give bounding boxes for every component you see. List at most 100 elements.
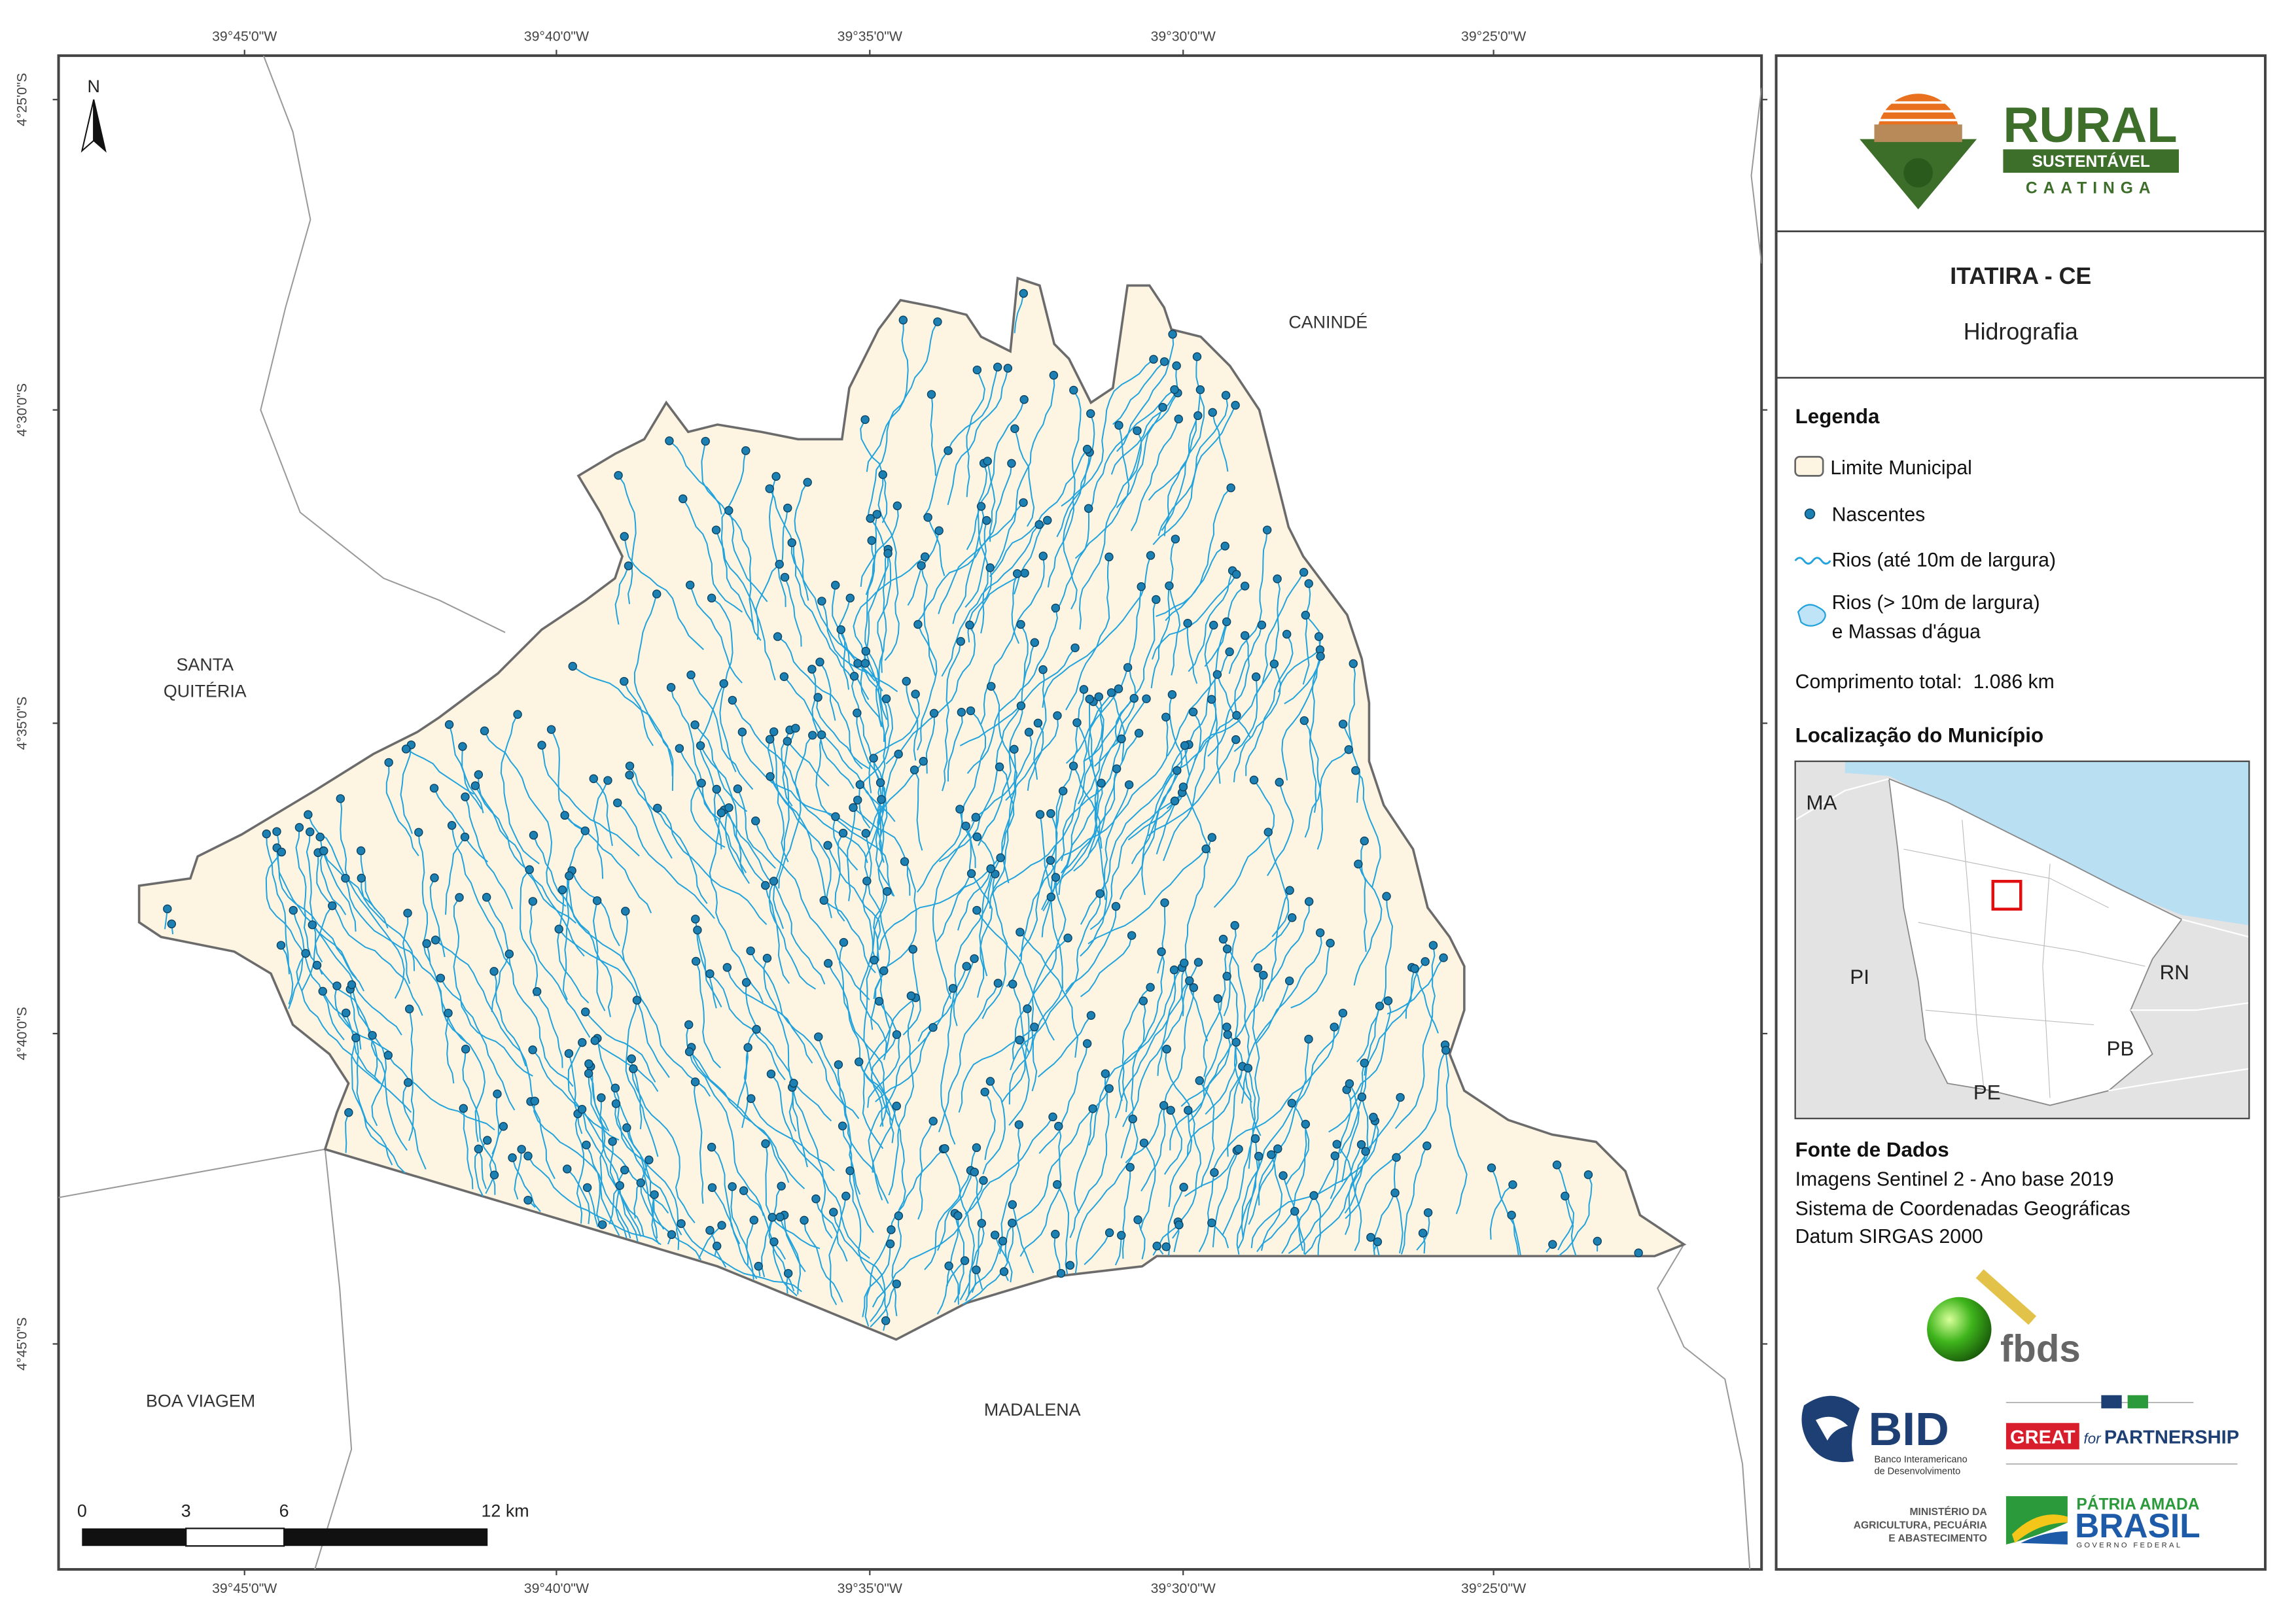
spring — [927, 390, 936, 399]
river — [301, 905, 333, 992]
scale-label: 12 km — [482, 1501, 529, 1520]
spring — [817, 730, 826, 739]
river — [280, 945, 294, 1005]
spring — [1043, 515, 1052, 525]
north-label: N — [88, 77, 100, 96]
bid-logo: BID Banco Interamericano de Desenvolvime… — [1801, 1395, 1968, 1477]
spring — [990, 1230, 1000, 1240]
river — [966, 370, 985, 497]
river — [767, 739, 832, 918]
spring — [667, 1230, 677, 1239]
river — [877, 754, 900, 863]
spring — [1012, 569, 1022, 578]
river — [1004, 1108, 1093, 1262]
spring — [861, 646, 870, 656]
river — [982, 1081, 1006, 1175]
spring — [780, 572, 790, 582]
spring — [875, 778, 885, 788]
river — [1008, 937, 1069, 1105]
logo-text: AGRICULTURA, PECUÁRIA — [1854, 1518, 1987, 1531]
river — [1020, 624, 1029, 684]
spring — [853, 708, 862, 718]
river — [599, 1098, 620, 1236]
river — [858, 698, 893, 829]
spring — [525, 865, 534, 875]
river — [1342, 724, 1361, 803]
river — [864, 540, 885, 730]
river — [1290, 943, 1332, 1009]
spring — [1129, 693, 1139, 703]
map-subtitle: Hidrografia — [1964, 319, 2078, 345]
spring — [972, 905, 981, 915]
spring — [953, 1211, 963, 1221]
spring — [447, 821, 457, 830]
river — [626, 1127, 682, 1236]
river — [964, 520, 987, 608]
spring — [460, 832, 470, 842]
river — [557, 890, 590, 1003]
spring — [1139, 996, 1148, 1005]
spring — [877, 795, 886, 804]
spring — [1354, 860, 1363, 869]
spring — [1104, 1228, 1114, 1238]
spring — [752, 1024, 761, 1034]
spring — [998, 1236, 1008, 1246]
river — [1131, 694, 1183, 865]
river — [1008, 1039, 1030, 1126]
logo-text: PARTNERSHIP — [2104, 1427, 2239, 1448]
river — [1489, 1184, 1513, 1240]
spring — [383, 1051, 393, 1060]
river — [1038, 1043, 1088, 1154]
spring — [1285, 886, 1294, 895]
spring — [765, 735, 775, 744]
river — [1012, 860, 1067, 1060]
spring — [344, 1108, 353, 1117]
spring — [1338, 1008, 1348, 1018]
legend-swatch — [1794, 455, 1824, 477]
river — [351, 1038, 406, 1174]
river — [980, 555, 1045, 725]
spring — [823, 841, 832, 850]
river — [1416, 1212, 1430, 1251]
spring — [1548, 1240, 1557, 1249]
river — [1080, 935, 1133, 998]
spring — [632, 996, 642, 1005]
spring — [455, 893, 464, 902]
river — [615, 1170, 627, 1238]
river — [947, 368, 1009, 506]
river — [1559, 1174, 1593, 1257]
spring — [996, 853, 1005, 862]
river — [750, 1098, 835, 1172]
river — [981, 873, 1008, 1019]
spring — [1361, 1147, 1370, 1156]
spring — [430, 873, 439, 882]
spring — [1003, 364, 1013, 373]
spring — [1254, 1151, 1263, 1161]
river — [745, 982, 797, 1132]
spring — [1183, 618, 1192, 628]
spring — [1207, 833, 1217, 842]
spring — [881, 694, 891, 703]
spring — [933, 317, 942, 326]
river — [784, 577, 802, 647]
spring — [819, 896, 828, 905]
spring — [783, 737, 792, 746]
map-graphic — [1903, 158, 1934, 188]
spring — [1392, 1153, 1401, 1162]
spring — [1583, 1170, 1593, 1179]
river — [853, 807, 911, 896]
spring — [1114, 421, 1123, 430]
river — [550, 729, 584, 831]
spring — [705, 969, 715, 979]
spring — [565, 871, 574, 881]
river — [669, 440, 722, 515]
spring — [892, 1102, 901, 1111]
river — [970, 873, 993, 998]
river — [566, 1168, 590, 1225]
river — [1061, 358, 1154, 507]
river — [1345, 1096, 1369, 1235]
river — [713, 789, 722, 850]
river — [1313, 1195, 1322, 1256]
spring — [414, 828, 423, 837]
river — [957, 868, 992, 931]
